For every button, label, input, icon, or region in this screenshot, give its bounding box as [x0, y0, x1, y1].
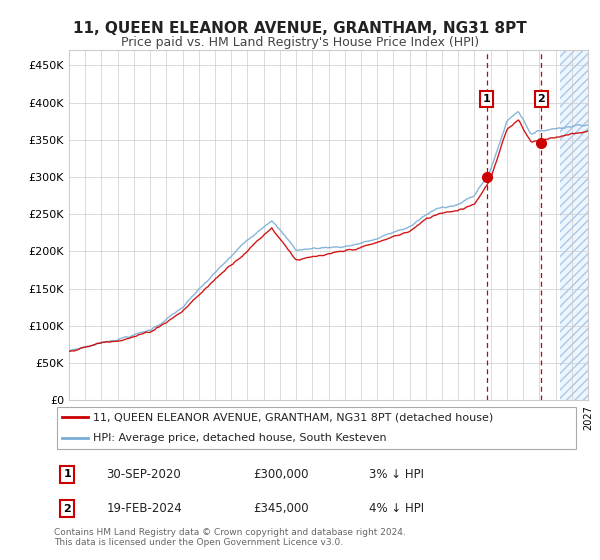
- FancyBboxPatch shape: [56, 407, 577, 449]
- Text: 11, QUEEN ELEANOR AVENUE, GRANTHAM, NG31 8PT (detached house): 11, QUEEN ELEANOR AVENUE, GRANTHAM, NG31…: [94, 412, 494, 422]
- Text: 19-FEB-2024: 19-FEB-2024: [107, 502, 182, 515]
- Text: HPI: Average price, detached house, South Kesteven: HPI: Average price, detached house, Sout…: [94, 433, 387, 444]
- Text: 4% ↓ HPI: 4% ↓ HPI: [369, 502, 424, 515]
- Text: 2: 2: [63, 503, 71, 514]
- Bar: [560, 50, 588, 400]
- Text: £345,000: £345,000: [254, 502, 309, 515]
- Text: 11, QUEEN ELEANOR AVENUE, GRANTHAM, NG31 8PT: 11, QUEEN ELEANOR AVENUE, GRANTHAM, NG31…: [73, 21, 527, 36]
- Text: 3% ↓ HPI: 3% ↓ HPI: [369, 468, 424, 481]
- Text: 2: 2: [538, 94, 545, 104]
- Text: Price paid vs. HM Land Registry's House Price Index (HPI): Price paid vs. HM Land Registry's House …: [121, 36, 479, 49]
- Text: Contains HM Land Registry data © Crown copyright and database right 2024.
This d: Contains HM Land Registry data © Crown c…: [54, 528, 406, 547]
- Text: 1: 1: [63, 469, 71, 479]
- Text: 30-SEP-2020: 30-SEP-2020: [107, 468, 181, 481]
- Text: 1: 1: [483, 94, 491, 104]
- Bar: [560, 50, 588, 400]
- Text: £300,000: £300,000: [254, 468, 309, 481]
